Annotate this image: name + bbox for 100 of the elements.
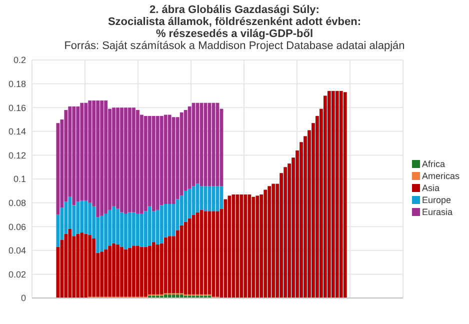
bar — [116, 208, 120, 244]
bar — [132, 246, 136, 297]
bar — [120, 212, 124, 247]
y-tick-label: 0.04 — [8, 246, 26, 256]
bar — [248, 194, 252, 298]
bar — [184, 190, 188, 222]
bar — [88, 202, 92, 235]
bar — [188, 218, 192, 294]
chart-subtitle: Forrás: Saját számítások a Maddison Project Database adatai alapján — [64, 40, 405, 52]
bar — [80, 200, 84, 233]
bar — [112, 243, 116, 297]
bar — [124, 249, 128, 297]
bar — [140, 214, 144, 247]
bar — [192, 102, 196, 186]
bar — [264, 190, 268, 298]
bar — [343, 92, 347, 298]
bar — [96, 100, 100, 218]
bar — [120, 108, 124, 212]
y-tick-label: 0.1 — [13, 174, 26, 184]
bar — [76, 234, 80, 298]
bar — [152, 116, 156, 212]
bar — [331, 90, 335, 298]
bar — [132, 212, 136, 246]
bar — [68, 228, 72, 298]
bar — [84, 102, 88, 200]
bar — [335, 90, 339, 298]
bar — [104, 249, 108, 297]
bar — [339, 90, 343, 298]
bar — [164, 237, 168, 294]
bar — [144, 246, 148, 297]
bar — [100, 252, 104, 297]
bar — [328, 90, 331, 298]
bar — [192, 186, 196, 215]
bar — [92, 238, 96, 297]
bar — [168, 236, 172, 294]
chart-title: 2. ábra Globális Gazdasági Súly: Szocialista államok, földrészenként adott évben: % részesedés a világ-GDP-ből — [108, 4, 362, 40]
bar — [144, 116, 148, 212]
legend-label: Asia — [422, 183, 440, 194]
bar — [140, 246, 144, 297]
bar — [180, 112, 184, 196]
bar — [104, 214, 108, 250]
y-tick-label: 0.2 — [13, 55, 26, 66]
bar — [148, 246, 152, 294]
bar — [112, 108, 116, 206]
bar — [116, 244, 120, 297]
bar — [136, 246, 140, 297]
bar — [108, 210, 112, 246]
bar — [152, 242, 156, 294]
bar — [84, 200, 88, 234]
bar — [128, 212, 132, 248]
bar — [184, 222, 188, 294]
bar — [56, 123, 60, 215]
bar — [168, 114, 172, 204]
y-tick-label: 0.06 — [8, 222, 26, 232]
bar — [88, 234, 92, 297]
legend-label: Europe — [422, 195, 452, 206]
bar — [120, 246, 124, 297]
bar — [160, 205, 164, 244]
y-tick-label: 0.16 — [8, 102, 26, 113]
bar — [268, 186, 272, 298]
y-tick-label: 0.12 — [8, 150, 26, 160]
bar — [188, 106, 192, 189]
bar — [72, 106, 76, 206]
bar — [244, 194, 248, 298]
bar — [88, 100, 92, 203]
y-tick-label: 0.08 — [8, 198, 26, 208]
y-tick-label: 0.18 — [8, 78, 26, 89]
bar — [192, 214, 196, 294]
bar — [188, 188, 192, 218]
bar — [240, 194, 244, 298]
bar — [180, 225, 184, 294]
bar — [104, 100, 108, 214]
bar — [100, 216, 104, 252]
bar — [100, 100, 104, 216]
bar — [76, 202, 80, 234]
bar — [132, 108, 136, 212]
legend-label: Americas — [422, 171, 460, 182]
bar — [136, 214, 140, 246]
bar — [128, 108, 132, 212]
bar — [256, 196, 260, 298]
bar — [168, 204, 172, 236]
legend-label: Eurasia — [422, 207, 453, 218]
bar — [112, 206, 116, 244]
bar — [108, 246, 112, 297]
bar — [76, 106, 80, 202]
bar — [116, 108, 120, 209]
bar — [80, 232, 84, 298]
bar — [84, 234, 88, 298]
bar — [156, 244, 160, 294]
bar — [124, 108, 128, 214]
bar — [136, 110, 140, 214]
y-tick-label: 0.02 — [8, 269, 26, 280]
legend-label: Africa — [422, 159, 446, 170]
y-tick-label: 0 — [20, 293, 26, 304]
bar — [128, 248, 132, 297]
bar — [148, 206, 152, 246]
bar — [172, 117, 176, 204]
bar — [164, 114, 168, 204]
bar — [272, 184, 276, 298]
bar — [124, 214, 128, 250]
